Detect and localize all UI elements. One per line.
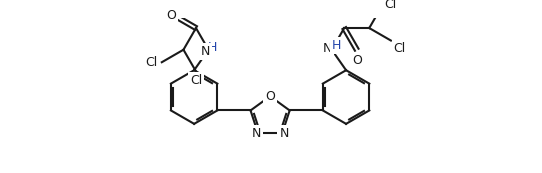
Text: H: H <box>332 39 341 52</box>
Text: O: O <box>265 90 275 103</box>
Text: Cl: Cl <box>384 0 397 11</box>
Text: Cl: Cl <box>190 74 202 87</box>
Text: Cl: Cl <box>145 56 157 69</box>
Text: O: O <box>352 54 362 67</box>
Text: N: N <box>322 42 332 55</box>
Text: N: N <box>279 127 289 140</box>
Text: N: N <box>251 127 261 140</box>
Text: Cl: Cl <box>393 42 406 55</box>
Text: O: O <box>167 9 177 22</box>
Text: N: N <box>201 45 210 58</box>
Text: H: H <box>208 42 217 54</box>
